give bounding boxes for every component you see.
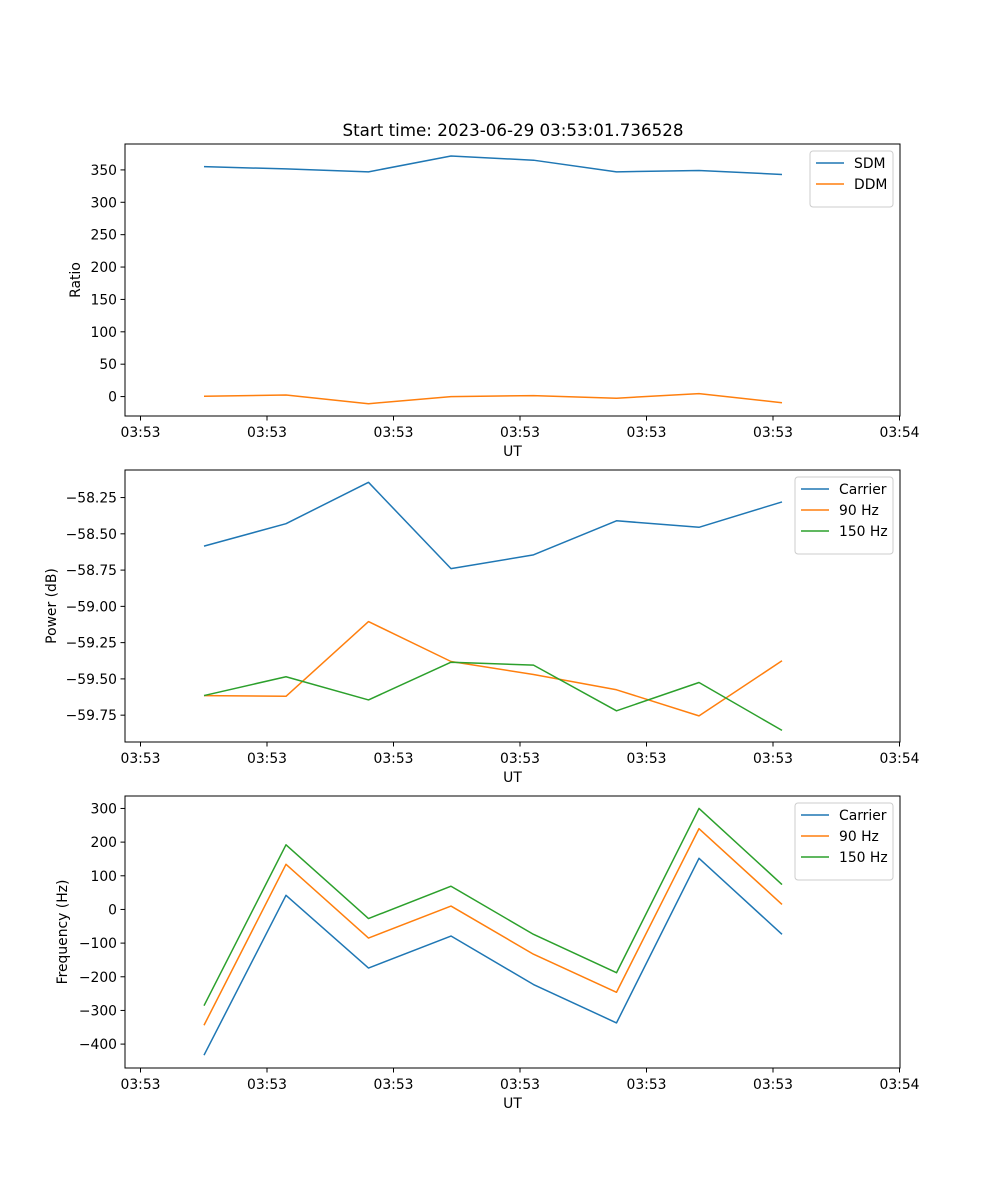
chart-panel-2: −59.75 −59.50 −59.25 −59.00 −58.75 −58.50 −58.…	[44, 469, 920, 786]
legend-label: 90 Hz	[839, 829, 879, 845]
legend-box	[794, 476, 894, 555]
x-tick-label: 03:53	[626, 751, 666, 767]
x-axis-label: UT	[503, 1096, 522, 1112]
legend-label: Carrier	[839, 808, 887, 824]
x-tick-label: 03:53	[247, 1077, 287, 1093]
y-axis-label: Ratio	[68, 262, 84, 298]
y-tick-label: 0	[108, 390, 117, 406]
y-tick-label: −59.50	[66, 672, 117, 688]
y-tick-label: 350	[90, 163, 117, 179]
series-line-sdm	[203, 155, 783, 176]
x-tick-label: 03:53	[753, 751, 793, 767]
y-tick-label: 150	[90, 292, 117, 308]
legend: Carrier 90 Hz 150 Hz	[794, 802, 894, 881]
x-tick-label: 03:54	[879, 1077, 919, 1093]
figure-title: Start time: 2023-06-29 03:53:01.736528	[343, 120, 684, 140]
legend-label: 150 Hz	[839, 524, 888, 540]
axes-frame	[124, 469, 901, 743]
legend-label: SDM	[854, 156, 886, 172]
legend: SDM DDM	[809, 150, 894, 208]
x-tick-label: 03:54	[879, 425, 919, 441]
y-tick-label: 0	[108, 902, 117, 918]
x-axis-label: UT	[503, 444, 522, 460]
y-tick-label: −200	[79, 970, 117, 986]
series-line-ddm	[203, 392, 783, 405]
series-line-carrier	[203, 481, 783, 570]
x-tick-label: 03:54	[879, 751, 919, 767]
y-tick-label: 300	[90, 801, 117, 817]
y-tick-label: 50	[99, 357, 117, 373]
legend-box	[794, 802, 894, 881]
x-tick-label: 03:53	[753, 1077, 793, 1093]
x-tick-label: 03:53	[500, 425, 540, 441]
x-axis-label: UT	[503, 770, 522, 786]
y-tick-label: −58.25	[66, 491, 117, 507]
y-tick-label: 100	[90, 869, 117, 885]
y-tick-label: −100	[79, 936, 117, 952]
series-line-90-hz	[203, 827, 783, 1026]
x-tick-label: 03:53	[247, 751, 287, 767]
x-tick-label: 03:53	[120, 425, 160, 441]
x-tick-label: 03:53	[120, 1077, 160, 1093]
x-tick-label: 03:53	[247, 425, 287, 441]
y-tick-label: −59.25	[66, 636, 117, 652]
y-tick-label: −58.75	[66, 563, 117, 579]
y-tick-label: −59.75	[66, 708, 117, 724]
legend: Carrier 90 Hz 150 Hz	[794, 476, 894, 555]
x-tick-label: 03:53	[626, 425, 666, 441]
legend-label: Carrier	[839, 482, 887, 498]
y-tick-label: 100	[90, 325, 117, 341]
series-line-150-hz	[203, 807, 783, 1007]
legend-label: 150 Hz	[839, 850, 888, 866]
y-tick-label: 250	[90, 228, 117, 244]
y-tick-label: 200	[90, 260, 117, 276]
x-tick-label: 03:53	[373, 1077, 413, 1093]
y-axis-label: Power (dB)	[44, 568, 60, 644]
axes-frame	[124, 795, 901, 1069]
series-line-carrier	[203, 857, 783, 1056]
y-axis-label: Frequency (Hz)	[55, 880, 71, 985]
legend-box	[809, 150, 894, 208]
y-tick-label: 200	[90, 835, 117, 851]
legend-label: DDM	[854, 177, 887, 193]
chart-panel-3: −400 −300 −200 −100 0 100 200 300 03:53 03:53 03:5…	[55, 795, 920, 1112]
x-tick-label: 03:53	[120, 751, 160, 767]
x-tick-label: 03:53	[753, 425, 793, 441]
x-tick-label: 03:53	[500, 1077, 540, 1093]
y-tick-label: −300	[79, 1003, 117, 1019]
x-tick-label: 03:53	[626, 1077, 666, 1093]
y-tick-label: −400	[79, 1037, 117, 1053]
x-tick-label: 03:53	[500, 751, 540, 767]
y-tick-label: −58.50	[66, 527, 117, 543]
y-tick-label: 300	[90, 195, 117, 211]
x-tick-label: 03:53	[373, 425, 413, 441]
legend-label: 90 Hz	[839, 503, 879, 519]
x-tick-label: 03:53	[373, 751, 413, 767]
chart-panel-1: 0 50 100 150 200 250 300 350 03:53 03:53 03:53 03:5…	[68, 143, 920, 460]
y-tick-label: −59.00	[66, 599, 117, 615]
series-line-150-hz	[203, 661, 783, 732]
axes-frame	[124, 143, 901, 417]
series-line-90-hz	[203, 620, 783, 717]
